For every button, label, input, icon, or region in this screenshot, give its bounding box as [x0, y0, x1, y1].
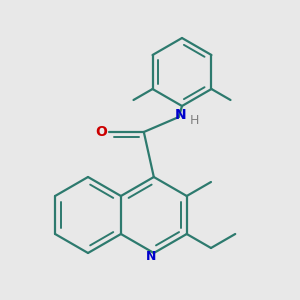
- Text: O: O: [95, 125, 107, 139]
- Text: H: H: [190, 113, 200, 127]
- Text: N: N: [175, 108, 187, 122]
- Text: N: N: [146, 250, 156, 263]
